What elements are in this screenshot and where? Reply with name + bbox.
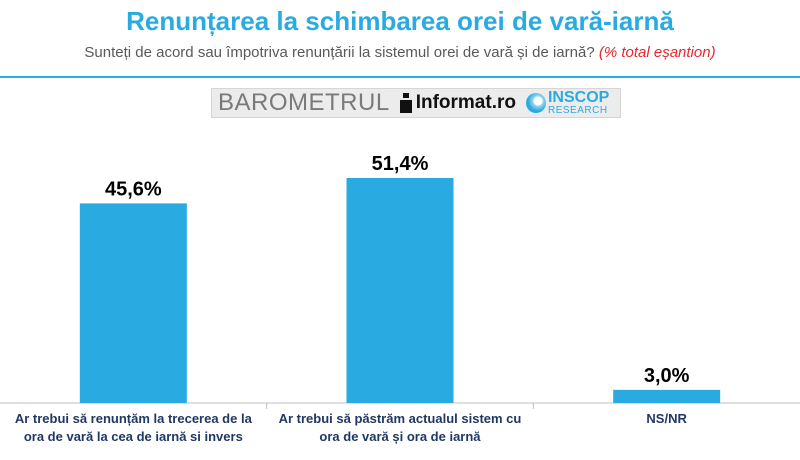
- data-label-1: 45,6%: [105, 178, 162, 200]
- sponsor-banner: BAROMETRUL Informat.ro INSCOP RESEARCH: [211, 88, 621, 118]
- data-label-2: 51,4%: [372, 153, 429, 175]
- inscop-logo: INSCOP RESEARCH: [548, 90, 609, 116]
- inscop-swirl-icon: [525, 93, 546, 113]
- inscop-logo-name: INSCOP: [547, 89, 610, 106]
- category-label-2: Ar trebui să păstrăm actualul sistem cu …: [278, 411, 522, 444]
- subtitle-note: (% total eșantion): [598, 44, 716, 61]
- inscop-logo-sub: RESEARCH: [547, 105, 608, 116]
- bar-1: [79, 203, 187, 403]
- chart-subtitle: Sunteți de acord sau împotriva renunțări…: [0, 44, 800, 61]
- data-label-3: 3,0%: [644, 365, 690, 387]
- chart-title: Renunțarea la schimbarea orei de vară-ia…: [126, 6, 674, 36]
- bar-2: [346, 178, 454, 403]
- bar-3: [613, 389, 721, 403]
- informat-logo-text: Informat.ro: [415, 92, 516, 113]
- category-label-1: Ar trebui să renunțăm la trecerea de la …: [14, 411, 252, 444]
- info-i-logo-icon: [398, 93, 414, 113]
- barometer-label: BAROMETRUL: [218, 89, 390, 116]
- header-divider: [0, 76, 800, 78]
- subtitle-question: Sunteți de acord sau împotriva renunțări…: [84, 44, 595, 61]
- category-label-3: NS/NR: [646, 411, 687, 426]
